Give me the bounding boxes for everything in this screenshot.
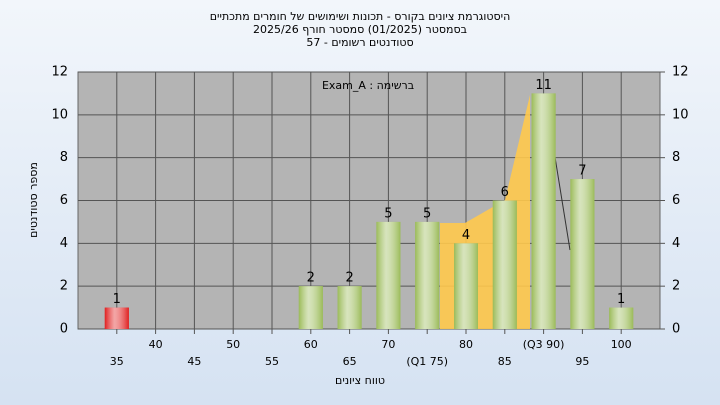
x-tick-label: 70 — [381, 338, 395, 351]
x-tick-label: 55 — [265, 355, 279, 368]
x-tick-label: 95 — [575, 355, 589, 368]
bar — [376, 221, 401, 329]
x-tick-label: 35 — [110, 355, 124, 368]
data-label: 11 — [535, 78, 552, 93]
bar — [609, 307, 634, 329]
data-label: 4 — [462, 228, 470, 243]
bar — [454, 243, 478, 329]
x-tick-label: 45 — [187, 355, 201, 368]
bar — [337, 286, 362, 329]
x-tick-label: 65 — [343, 355, 357, 368]
x-tick-label: 80 — [459, 338, 473, 351]
bar — [570, 179, 595, 329]
y-tick-label: 4 — [60, 236, 68, 251]
x-tick-label: 100 — [611, 338, 632, 351]
annotation: Exam_A : ברשימה — [322, 79, 414, 92]
y2-tick-label: 12 — [672, 65, 689, 80]
y2-tick-label: 10 — [672, 107, 689, 122]
y2-tick-label: 8 — [672, 150, 680, 165]
data-label: 7 — [578, 164, 586, 179]
chart-subtitle: סטודנטים רשומים - 57 — [306, 36, 413, 49]
y-tick-label: 0 — [60, 322, 68, 337]
chart-subtitle: בסמסטר (01/2025) סמסטר חורף 2025/26 — [253, 23, 467, 36]
data-label: 2 — [345, 271, 353, 286]
y2-tick-label: 2 — [672, 279, 680, 294]
data-label: 5 — [423, 206, 431, 221]
data-label: 6 — [501, 185, 509, 200]
data-label: 5 — [384, 206, 392, 221]
y-tick-label: 10 — [51, 107, 68, 122]
x-tick-label: (Q1 75) — [406, 355, 448, 368]
x-tick-label: 50 — [226, 338, 240, 351]
y-tick-label: 8 — [60, 150, 68, 165]
x-tick-label: 40 — [149, 338, 163, 351]
x-tick-label: 85 — [498, 355, 512, 368]
y-tick-label: 12 — [51, 65, 68, 80]
x-tick-label: (Q3 90) — [523, 338, 565, 351]
y2-tick-label: 6 — [672, 193, 680, 208]
bar — [415, 221, 440, 329]
data-label: 2 — [307, 271, 315, 286]
bar — [298, 286, 323, 329]
chart-title: היסטוגרמת ציונים בקורס - תכונות ושימושים… — [210, 10, 511, 23]
y2-tick-label: 0 — [672, 322, 680, 337]
x-tick-label: 60 — [304, 338, 318, 351]
y2-tick-label: 4 — [672, 236, 680, 251]
y-tick-label: 6 — [60, 193, 68, 208]
x-axis-label: טווח ציונים — [335, 374, 385, 387]
bar — [104, 307, 129, 329]
data-label: 1 — [617, 292, 625, 307]
y-axis-label: מספר סטודנטים — [27, 162, 40, 238]
bar — [531, 93, 556, 330]
bar — [492, 200, 517, 329]
y-tick-label: 2 — [60, 279, 68, 294]
data-label: 1 — [113, 292, 121, 307]
